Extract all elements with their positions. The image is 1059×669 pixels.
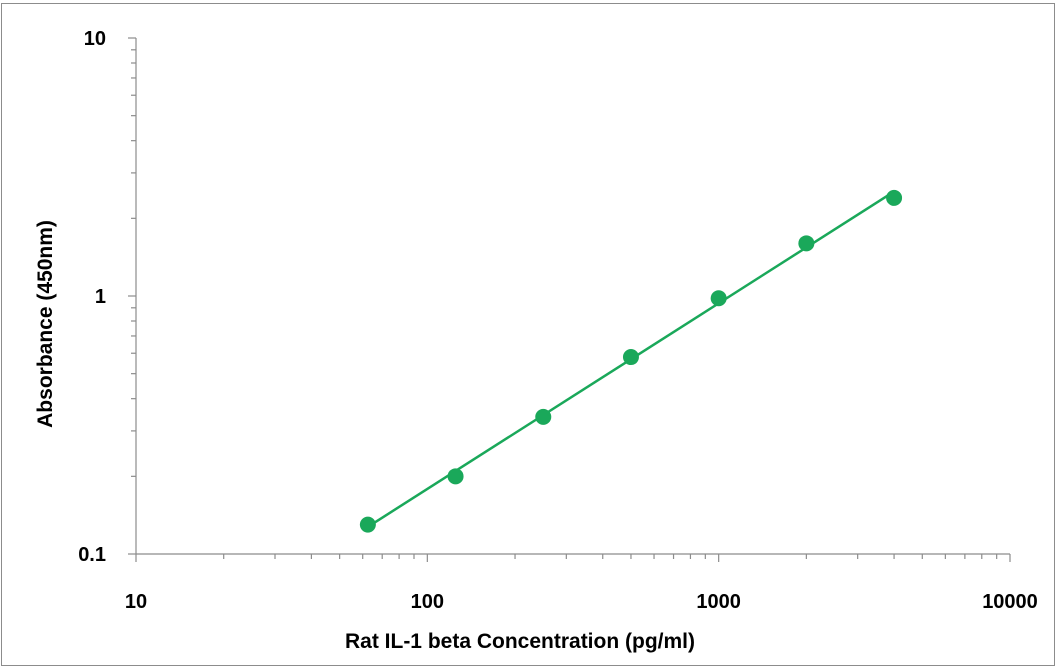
data-point: [886, 189, 903, 206]
tick-labels: 10 100 1000 10000 0.1 1 10: [78, 28, 1038, 613]
data-point: [622, 349, 639, 366]
x-tick-label: 100: [411, 591, 444, 613]
y-tick-label: 1: [95, 286, 106, 308]
y-axis-title: Absorbance (450nm): [34, 220, 57, 428]
x-axis-title: Rat IL-1 beta Concentration (pg/ml): [345, 630, 695, 653]
y-tick-label: 0.1: [78, 544, 106, 566]
data-point: [710, 290, 727, 307]
axes: [135, 38, 1010, 555]
data-point: [359, 516, 376, 533]
ticks: [128, 37, 1011, 562]
data-point: [447, 468, 464, 485]
data-points: [359, 189, 903, 533]
chart-frame: [1, 3, 1055, 666]
data-point: [535, 408, 552, 425]
x-tick-label: 10: [125, 591, 147, 613]
x-tick-label: 1000: [696, 591, 741, 613]
data-point: [798, 235, 815, 252]
x-tick-label: 10000: [982, 591, 1038, 613]
y-tick-label: 10: [84, 28, 106, 50]
